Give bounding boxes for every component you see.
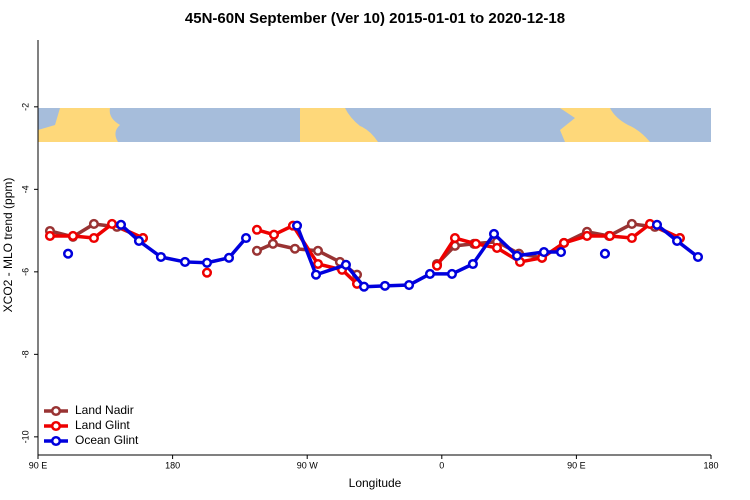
data-point xyxy=(672,235,683,246)
data-point xyxy=(470,238,481,249)
data-point xyxy=(581,230,593,241)
data-point xyxy=(467,258,478,270)
map-band xyxy=(38,108,711,142)
data-point xyxy=(379,280,391,291)
x-tick-label: 0 xyxy=(439,460,444,470)
data-point xyxy=(449,232,461,244)
data-point xyxy=(201,267,213,278)
data-point xyxy=(268,229,280,240)
legend-label: Ocean Glint xyxy=(75,433,139,447)
legend-swatch-point xyxy=(50,435,62,447)
x-tick-label: 180 xyxy=(703,460,718,470)
data-point xyxy=(251,245,262,256)
data-point xyxy=(604,230,615,241)
data-point xyxy=(538,246,549,258)
data-point xyxy=(67,230,79,241)
data-point xyxy=(312,258,324,270)
legend-label: Land Nadir xyxy=(75,403,134,417)
legend-swatch-point xyxy=(50,420,62,432)
data-point xyxy=(88,232,99,244)
y-tick-label: -2 xyxy=(20,103,30,111)
data-point xyxy=(115,219,127,230)
x-tick-label: 90 W xyxy=(297,460,319,470)
y-axis-title: XCO2 - MLO trend (ppm) xyxy=(1,178,15,313)
data-point xyxy=(599,248,611,259)
y-tick-label: -10 xyxy=(20,430,30,443)
data-point xyxy=(446,268,458,279)
y-tick-label: -6 xyxy=(20,268,30,276)
x-tick-label: 90 E xyxy=(29,460,48,470)
data-point xyxy=(626,218,637,230)
x-tick-label: 90 E xyxy=(567,460,586,470)
data-point xyxy=(555,246,567,258)
data-point xyxy=(289,243,300,254)
data-point xyxy=(240,232,252,244)
data-point xyxy=(179,256,191,267)
data-point xyxy=(251,224,262,235)
data-point xyxy=(692,251,704,263)
data-point xyxy=(403,279,415,291)
data-point xyxy=(310,269,322,280)
data-point xyxy=(340,259,351,270)
x-tick-label: 180 xyxy=(165,460,180,470)
data-point xyxy=(491,242,503,253)
data-point xyxy=(291,220,303,231)
data-point xyxy=(133,235,144,246)
data-point xyxy=(431,260,443,271)
y-tick-label: -8 xyxy=(20,350,30,358)
data-point xyxy=(626,232,637,244)
y-tick-label: -4 xyxy=(20,185,30,193)
x-axis-title: Longitude xyxy=(349,476,402,490)
chart-title: 45N-60N September (Ver 10) 2015-01-01 to… xyxy=(185,10,565,27)
data-point xyxy=(63,248,74,259)
data-point xyxy=(44,230,56,241)
data-point xyxy=(424,268,436,279)
legend-swatch-point xyxy=(50,405,62,417)
data-point xyxy=(511,250,523,261)
data-point xyxy=(223,252,235,263)
legend-label: Land Glint xyxy=(75,418,130,432)
data-point xyxy=(358,281,370,292)
data-point xyxy=(312,245,324,256)
data-point xyxy=(267,238,279,249)
data-point xyxy=(201,257,213,268)
data-point xyxy=(488,228,500,239)
data-point xyxy=(155,251,166,263)
data-point xyxy=(558,237,570,249)
data-point xyxy=(106,218,118,230)
data-point xyxy=(88,218,99,230)
data-point xyxy=(651,219,663,230)
